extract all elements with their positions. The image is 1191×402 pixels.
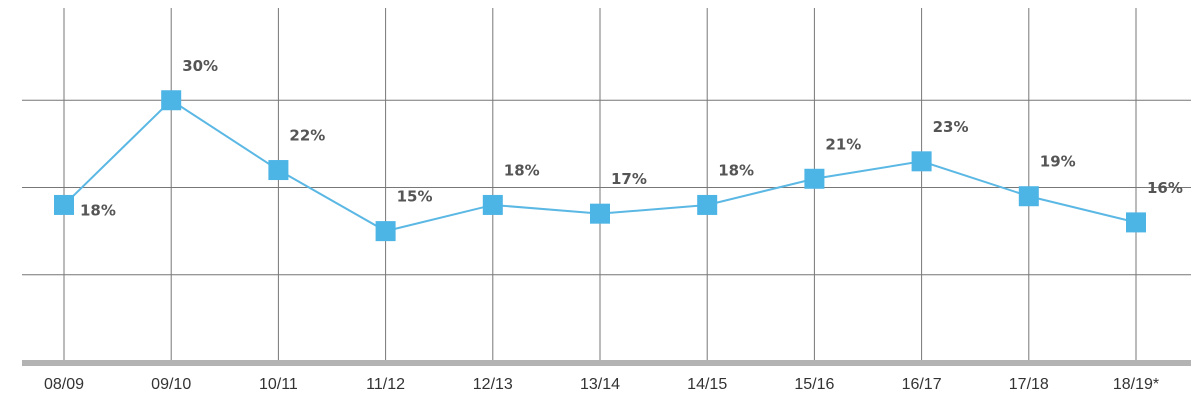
data-label: 19%	[1040, 153, 1076, 171]
x-tick-label: 09/10	[151, 376, 191, 393]
data-label: 22%	[289, 127, 325, 145]
data-label: 18%	[80, 201, 116, 219]
marker	[911, 151, 932, 172]
data-label: 16%	[1147, 179, 1183, 197]
x-tick-label: 08/09	[44, 376, 84, 393]
data-label: 30%	[182, 57, 218, 75]
x-tick-label: 13/14	[580, 376, 620, 393]
x-tick-label: 16/17	[902, 376, 942, 393]
data-label: 21%	[825, 135, 861, 153]
marker	[590, 203, 610, 224]
x-tick-label: 14/15	[687, 376, 727, 393]
data-label: 17%	[611, 170, 647, 188]
marker	[804, 168, 825, 189]
marker	[268, 160, 289, 181]
marker	[54, 194, 74, 215]
x-axis	[22, 360, 1191, 366]
marker	[482, 194, 503, 215]
x-tick-label: 10/11	[259, 376, 298, 393]
x-tick-label: 17/18	[1009, 376, 1049, 393]
marker	[697, 194, 718, 215]
data-label: 15%	[397, 188, 433, 206]
marker	[375, 221, 396, 242]
data-label: 18%	[504, 161, 540, 179]
marker	[161, 90, 182, 111]
marker	[1126, 212, 1146, 233]
marker	[1018, 186, 1039, 207]
x-tick-label: 18/19*	[1113, 376, 1159, 393]
data-label: 23%	[933, 118, 969, 136]
x-tick-label: 12/13	[473, 376, 513, 393]
x-tick-label: 11/12	[366, 376, 405, 393]
x-tick-label: 15/16	[794, 376, 834, 393]
data-label: 18%	[718, 161, 754, 179]
